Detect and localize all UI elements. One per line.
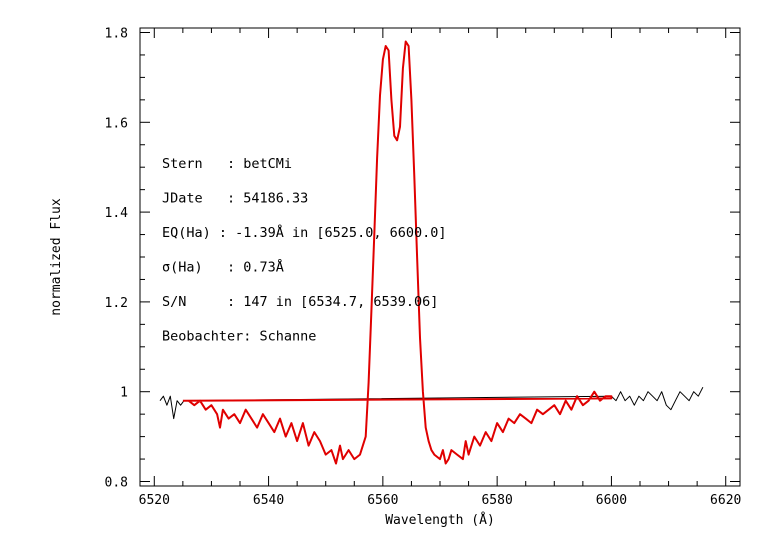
y-tick-label: 1.6 [105,116,128,131]
annotation-line: σ(Ha) : 0.73Å [162,259,284,276]
spectrum-measured-line [182,40,613,465]
x-tick-label: 6600 [596,493,627,508]
annotation-line: S/N : 147 in [6534.7, 6539.06] [162,294,438,310]
x-axis-label: Wavelength (Å) [385,512,495,528]
y-axis-ticks: 0.8 1 1.2 1.4 1.6 1.8 [105,26,740,491]
y-tick-label: 1 [120,386,128,401]
spectrum-full-line [159,386,704,420]
annotation-line: Beobachter: Schanne [162,329,316,345]
annotations: Stern : betCMi JDate : 54186.33 EQ(Ha) : -… [162,156,446,345]
x-tick-label: 6580 [481,493,512,508]
x-tick-label: 6540 [253,493,284,508]
annotation-line: Stern : betCMi [162,156,292,172]
x-axis-ticks: 6520 6540 6560 6580 6600 6620 [139,28,741,508]
y-tick-label: 1.4 [105,206,129,221]
annotation-line: EQ(Ha) : -1.39Å in [6525.0, 6600.0] [162,224,446,241]
y-axis-label: normalized Flux [49,198,64,316]
x-tick-label: 6520 [139,493,170,508]
y-tick-label: 0.8 [105,476,128,491]
x-tick-label: 6560 [367,493,398,508]
y-tick-label: 1.2 [105,296,128,311]
x-tick-label: 6620 [710,493,741,508]
y-tick-label: 1.8 [105,26,128,41]
annotation-line: JDate : 54186.33 [162,191,308,207]
series-layer [159,40,704,465]
